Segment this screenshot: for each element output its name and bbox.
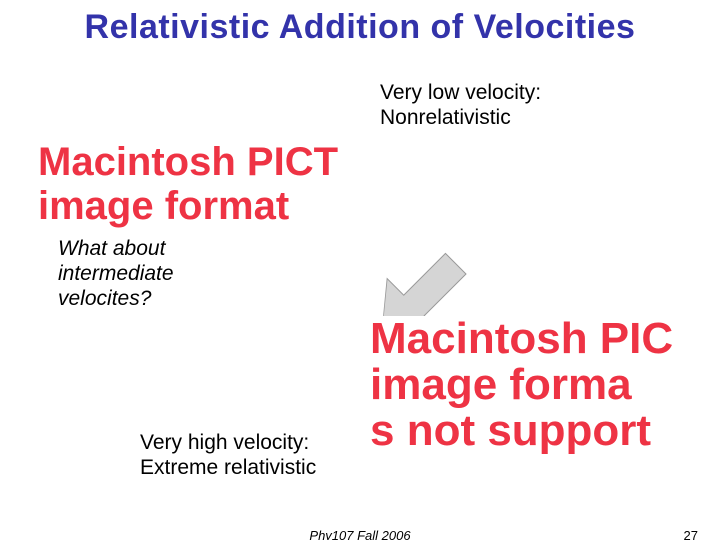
placeholder-text: image forma xyxy=(370,362,720,408)
text-line: intermediate xyxy=(58,261,174,286)
placeholder-text: image format xyxy=(38,184,368,228)
text-line: velocites? xyxy=(58,286,174,311)
text-line: Extreme relativistic xyxy=(140,455,316,480)
pict-placeholder-lower: Macintosh PIC image forma s not support xyxy=(370,316,720,476)
footer-page-number: 27 xyxy=(684,528,698,540)
pict-placeholder-upper: Macintosh PICT image format xyxy=(38,140,368,250)
text-line: Nonrelativistic xyxy=(380,105,541,130)
label-high-velocity: Very high velocity: Extreme relativistic xyxy=(140,430,316,480)
text-line: Very high velocity: xyxy=(140,430,316,455)
text-line: Very low velocity: xyxy=(380,80,541,105)
placeholder-text: Macintosh PIC xyxy=(370,316,720,362)
placeholder-text: Macintosh PICT xyxy=(38,140,368,184)
slide: Relativistic Addition of Velocities Very… xyxy=(0,0,720,540)
label-what-about: What about intermediate velocites? xyxy=(58,236,174,312)
label-low-velocity: Very low velocity: Nonrelativistic xyxy=(380,80,541,130)
slide-title: Relativistic Addition of Velocities xyxy=(0,8,720,47)
footer-course: Phy107 Fall 2006 xyxy=(0,528,720,540)
placeholder-text: s not support xyxy=(370,408,720,454)
text-line: What about xyxy=(58,236,174,261)
